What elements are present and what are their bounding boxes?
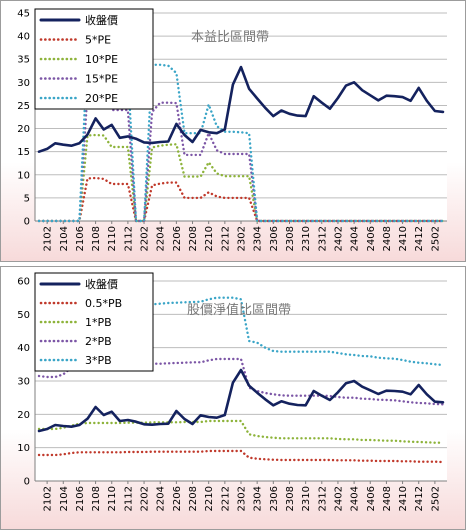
- x-tick-label: 2108: [91, 226, 102, 251]
- x-tick-label: 2410: [398, 486, 409, 511]
- x-tick-label: 2208: [188, 486, 199, 511]
- x-tick-label: 2210: [204, 226, 215, 251]
- x-tick-label: 2210: [204, 486, 215, 511]
- series-line-4: [37, 296, 445, 367]
- y-tick-label: 45: [17, 9, 30, 20]
- x-tick-label: 2404: [350, 226, 361, 251]
- series-line-0: [37, 65, 445, 153]
- x-tick-label: 2404: [350, 486, 361, 511]
- x-tick-label: 2202: [140, 226, 151, 251]
- x-tick-label: 2206: [172, 486, 183, 511]
- x-tick-label: 2108: [91, 486, 102, 511]
- x-tick-label: 2412: [414, 226, 425, 251]
- x-tick-label: 2308: [285, 486, 296, 511]
- legend-label: 收盤價: [85, 277, 118, 291]
- x-tick-label: 2306: [269, 486, 280, 511]
- x-tick-label: 2402: [333, 486, 344, 511]
- series-line-2: [37, 419, 445, 444]
- x-tick-label: 2406: [366, 226, 377, 251]
- x-tick-label: 2310: [301, 486, 312, 511]
- x-tick-label: 2304: [253, 226, 264, 251]
- legend-label: 5*PE: [85, 34, 111, 47]
- legend-label: 1*PB: [85, 316, 112, 329]
- x-tick-label: 2212: [220, 226, 231, 251]
- legend-label: 0.5*PB: [85, 297, 122, 310]
- x-tick-label: 2106: [75, 226, 86, 251]
- y-tick-label: 40: [17, 343, 30, 354]
- y-tick-label: 40: [17, 32, 30, 43]
- y-tick-label: 60: [17, 277, 30, 288]
- legend-label: 15*PE: [85, 73, 118, 86]
- series-line-1: [37, 449, 445, 464]
- y-tick-label: 0: [24, 217, 30, 228]
- chart-title: 股價淨值比區間帶: [187, 302, 291, 318]
- pb-band-chart: 0 10 20 30 40 50 60 2102 2104 2106 2108 2110 2112 220…: [17, 272, 447, 511]
- y-tick-label: 15: [17, 147, 30, 158]
- legend-label: 20*PE: [85, 92, 118, 105]
- x-tick-label: 2204: [156, 226, 167, 251]
- pe-band-chart: 0 5 10 15 20 25 30 35 40 45 2102 2104 2106 2108 2110 21…: [17, 8, 447, 251]
- x-tick-label: 2410: [398, 226, 409, 251]
- x-tick-label: 2310: [301, 226, 312, 251]
- y-tick-label: 35: [17, 55, 30, 66]
- y-tick-label: 10: [17, 443, 30, 454]
- x-tick-label: 2112: [123, 486, 134, 511]
- y-tick-label: 50: [17, 310, 30, 321]
- x-tick-label: 2208: [188, 226, 199, 251]
- x-tick-label: 2412: [414, 486, 425, 511]
- x-tick-label: 2312: [317, 226, 328, 251]
- x-tick-label: 2112: [123, 226, 134, 251]
- legend-label: 2*PB: [85, 335, 112, 348]
- legend-label: 收盤價: [85, 13, 118, 27]
- x-tick-label: 2110: [107, 226, 118, 251]
- y-tick-label: 30: [17, 377, 30, 388]
- x-tick-label: 2402: [333, 226, 344, 251]
- x-tick-label: 2206: [172, 226, 183, 251]
- x-tick-label: 2102: [43, 486, 54, 511]
- x-tick-label: 2304: [253, 486, 264, 511]
- x-tick-label: 2502: [430, 486, 441, 511]
- x-tick-label: 2408: [382, 226, 393, 251]
- series-line-3: [37, 357, 445, 406]
- x-tick-label: 2302: [237, 486, 248, 511]
- legend-label: 10*PE: [85, 53, 118, 66]
- x-tick-label: 2212: [220, 486, 231, 511]
- y-tick-label: 5: [24, 193, 30, 204]
- x-tick-label: 2202: [140, 486, 151, 511]
- x-tick-label: 2106: [75, 486, 86, 511]
- x-tick-label: 2104: [59, 486, 70, 511]
- pe-band-chart-panel: 0 5 10 15 20 25 30 35 40 45 2102 2104 2106 2108 2110 21…: [0, 0, 466, 262]
- x-tick-label: 2110: [107, 486, 118, 511]
- y-tick-label: 25: [17, 101, 30, 112]
- series-line-3: [37, 90, 445, 223]
- x-tick-label: 2302: [237, 226, 248, 251]
- x-tick-label: 2502: [430, 226, 441, 251]
- x-tick-label: 2308: [285, 226, 296, 251]
- x-tick-label: 2102: [43, 226, 54, 251]
- series-line-2: [37, 133, 445, 223]
- series-line-0: [37, 368, 445, 433]
- y-tick-label: 10: [17, 170, 30, 181]
- pb-band-chart-panel: 0 10 20 30 40 50 60 2102 2104 2106 2108 2110 2112 220…: [0, 266, 466, 530]
- x-tick-label: 2408: [382, 486, 393, 511]
- x-tick-label: 2312: [317, 486, 328, 511]
- chart-title: 本益比區間帶: [191, 30, 269, 45]
- x-tick-label: 2306: [269, 226, 280, 251]
- x-tick-label: 2204: [156, 486, 167, 511]
- y-tick-label: 20: [17, 124, 30, 135]
- y-tick-label: 30: [17, 78, 30, 89]
- y-tick-label: 0: [24, 477, 30, 488]
- y-tick-label: 20: [17, 410, 30, 421]
- x-tick-label: 2406: [366, 486, 377, 511]
- x-tick-label: 2104: [59, 226, 70, 251]
- legend-label: 3*PB: [85, 354, 112, 367]
